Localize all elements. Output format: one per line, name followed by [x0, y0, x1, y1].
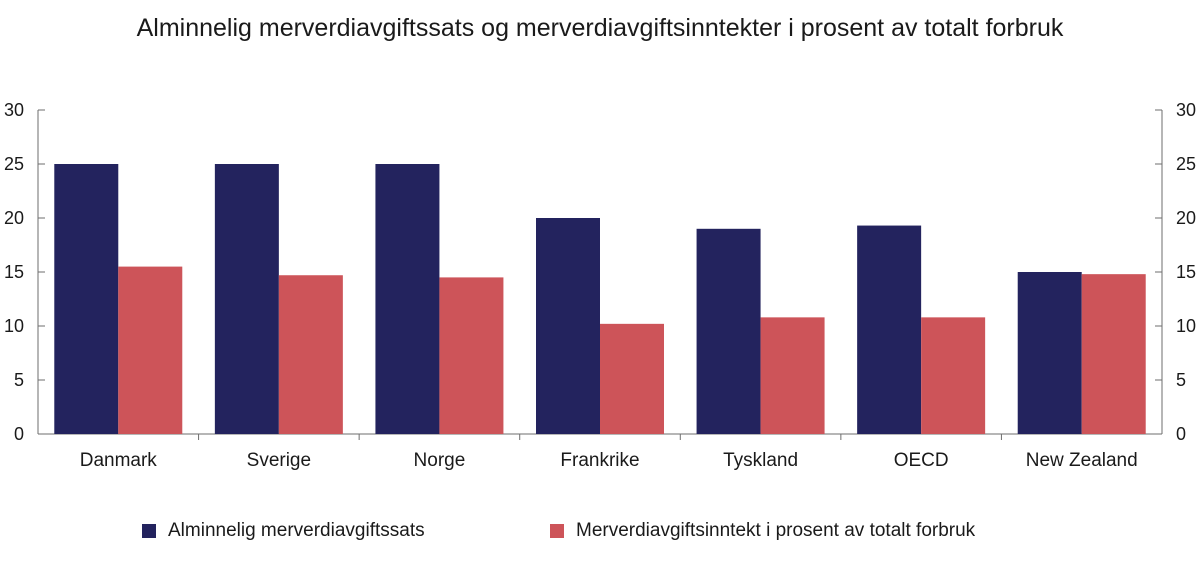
legend-item-series-1: Alminnelig merverdiavgiftssats	[142, 520, 425, 542]
bar-inntekt-new-zealand	[1081, 274, 1146, 434]
bar-sats-tyskland	[696, 228, 761, 434]
bar-inntekt-danmark	[118, 266, 183, 434]
bar-sats-danmark	[54, 164, 119, 434]
bar-sats-oecd	[857, 225, 922, 434]
x-tick-label: Danmark	[80, 450, 158, 471]
legend-item-series-2: Merverdiavgiftsinntekt i prosent av tota…	[550, 520, 975, 542]
legend: Alminnelig merverdiavgiftssats Merverdia…	[0, 520, 1200, 550]
y-tick-label-left: 10	[4, 316, 24, 336]
y-tick-label-right: 25	[1176, 154, 1196, 174]
bar-inntekt-sverige	[278, 275, 343, 434]
bar-chart: 0 5 10 15 20 25 30 0 5 10 15 20 25 30 Danmark Sverige No…	[4, 100, 1196, 471]
bar-sats-sverige	[214, 164, 279, 434]
labels-group: 0 5 10 15 20 25 30 0 5 10 15 20 25 30 Danmark Sverige No…	[4, 100, 1196, 471]
x-tick-label: Tyskland	[723, 450, 798, 471]
chart-title: Alminnelig merverdiavgiftssats og merver…	[136, 14, 1064, 42]
bar-sats-new-zealand	[1017, 272, 1082, 434]
x-tick-label: Sverige	[247, 450, 311, 471]
x-tick-label: Norge	[414, 450, 466, 471]
y-tick-label-left: 5	[14, 370, 24, 390]
y-tick-label-right: 15	[1176, 262, 1196, 282]
x-tick-label: Frankrike	[560, 450, 639, 471]
y-tick-label-left: 15	[4, 262, 24, 282]
bar-sats-frankrike	[536, 218, 600, 434]
legend-swatch-series-1	[142, 524, 156, 538]
x-tick-label: New Zealand	[1026, 450, 1138, 471]
legend-swatch-series-2	[550, 524, 564, 538]
bar-inntekt-oecd	[921, 317, 986, 434]
y-tick-label-left: 0	[14, 424, 24, 444]
bar-sats-norge	[375, 164, 440, 434]
legend-label-series-1: Alminnelig merverdiavgiftssats	[168, 520, 425, 541]
y-tick-label-left: 25	[4, 154, 24, 174]
y-tick-label-right: 5	[1176, 370, 1186, 390]
y-tick-label-right: 20	[1176, 208, 1196, 228]
legend-label-series-2: Merverdiavgiftsinntekt i prosent av tota…	[576, 520, 976, 541]
y-tick-label-left: 30	[4, 100, 24, 120]
y-tick-label-right: 10	[1176, 316, 1196, 336]
bar-inntekt-norge	[439, 277, 504, 434]
bar-inntekt-tyskland	[760, 317, 825, 434]
y-tick-label-left: 20	[4, 208, 24, 228]
y-tick-label-right: 30	[1176, 100, 1196, 120]
y-tick-label-right: 0	[1176, 424, 1186, 444]
x-tick-label: OECD	[894, 450, 949, 471]
bar-inntekt-frankrike	[600, 323, 664, 434]
bars-group	[54, 164, 1146, 434]
